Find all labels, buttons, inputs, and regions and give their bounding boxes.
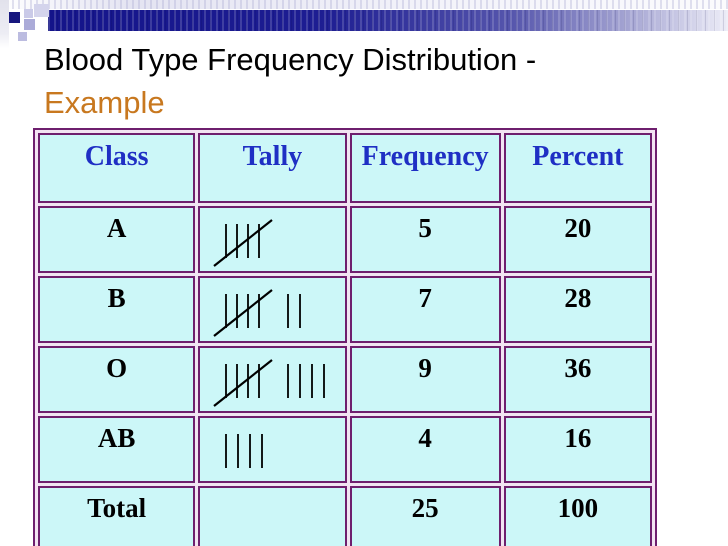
tally-marks <box>213 219 273 267</box>
cell-class: O <box>38 346 196 413</box>
table-body: A 5 20 B 7 28 O 9 36 AB 4 16 Total 25 100 <box>38 206 652 546</box>
cell-class: A <box>38 206 196 273</box>
table-row: O 9 36 <box>38 346 652 413</box>
col-header-frequency: Frequency <box>349 133 501 203</box>
frequency-table: Class Tally Frequency Percent A 5 20 B 7 28 O 9… <box>33 128 657 546</box>
slide-title-main: Blood Type Frequency Distribution - <box>44 42 537 77</box>
table-row: B 7 28 <box>38 276 652 343</box>
banner-top-strip <box>0 0 728 9</box>
col-header-tally: Tally <box>198 133 347 203</box>
cell-frequency: 4 <box>349 416 501 483</box>
cell-frequency: 25 <box>349 486 501 546</box>
decor-square-lavender <box>24 9 33 18</box>
cell-class: AB <box>38 416 196 483</box>
decor-square-medium <box>24 19 35 30</box>
cell-class: B <box>38 276 196 343</box>
cell-class: Total <box>38 486 196 546</box>
tally-marks <box>213 359 326 407</box>
cell-tally <box>198 206 347 273</box>
cell-tally <box>198 486 347 546</box>
cell-frequency: 5 <box>349 206 501 273</box>
cell-percent: 100 <box>503 486 652 546</box>
cell-percent: 20 <box>503 206 652 273</box>
header-row: Class Tally Frequency Percent <box>38 133 652 203</box>
slide-title-accent: Example <box>44 85 165 120</box>
decor-square-navy <box>9 12 20 23</box>
decor-square-small <box>18 32 27 41</box>
cell-tally <box>198 276 347 343</box>
tally-marks <box>225 434 264 468</box>
title-banner <box>0 0 728 50</box>
decor-square-light <box>34 4 49 17</box>
cell-frequency: 9 <box>349 346 501 413</box>
col-header-percent: Percent <box>503 133 652 203</box>
banner-gradient-bar <box>48 10 728 31</box>
tally-marks <box>213 289 302 337</box>
cell-tally <box>198 416 347 483</box>
cell-percent: 36 <box>503 346 652 413</box>
cell-frequency: 7 <box>349 276 501 343</box>
table-row: Total 25 100 <box>38 486 652 546</box>
cell-tally <box>198 346 347 413</box>
table-row: A 5 20 <box>38 206 652 273</box>
cell-percent: 16 <box>503 416 652 483</box>
slide-title: Blood Type Frequency Distribution - Examp… <box>44 38 704 124</box>
banner-left-strip <box>0 0 9 48</box>
col-header-class: Class <box>38 133 196 203</box>
cell-percent: 28 <box>503 276 652 343</box>
table-row: AB 4 16 <box>38 416 652 483</box>
